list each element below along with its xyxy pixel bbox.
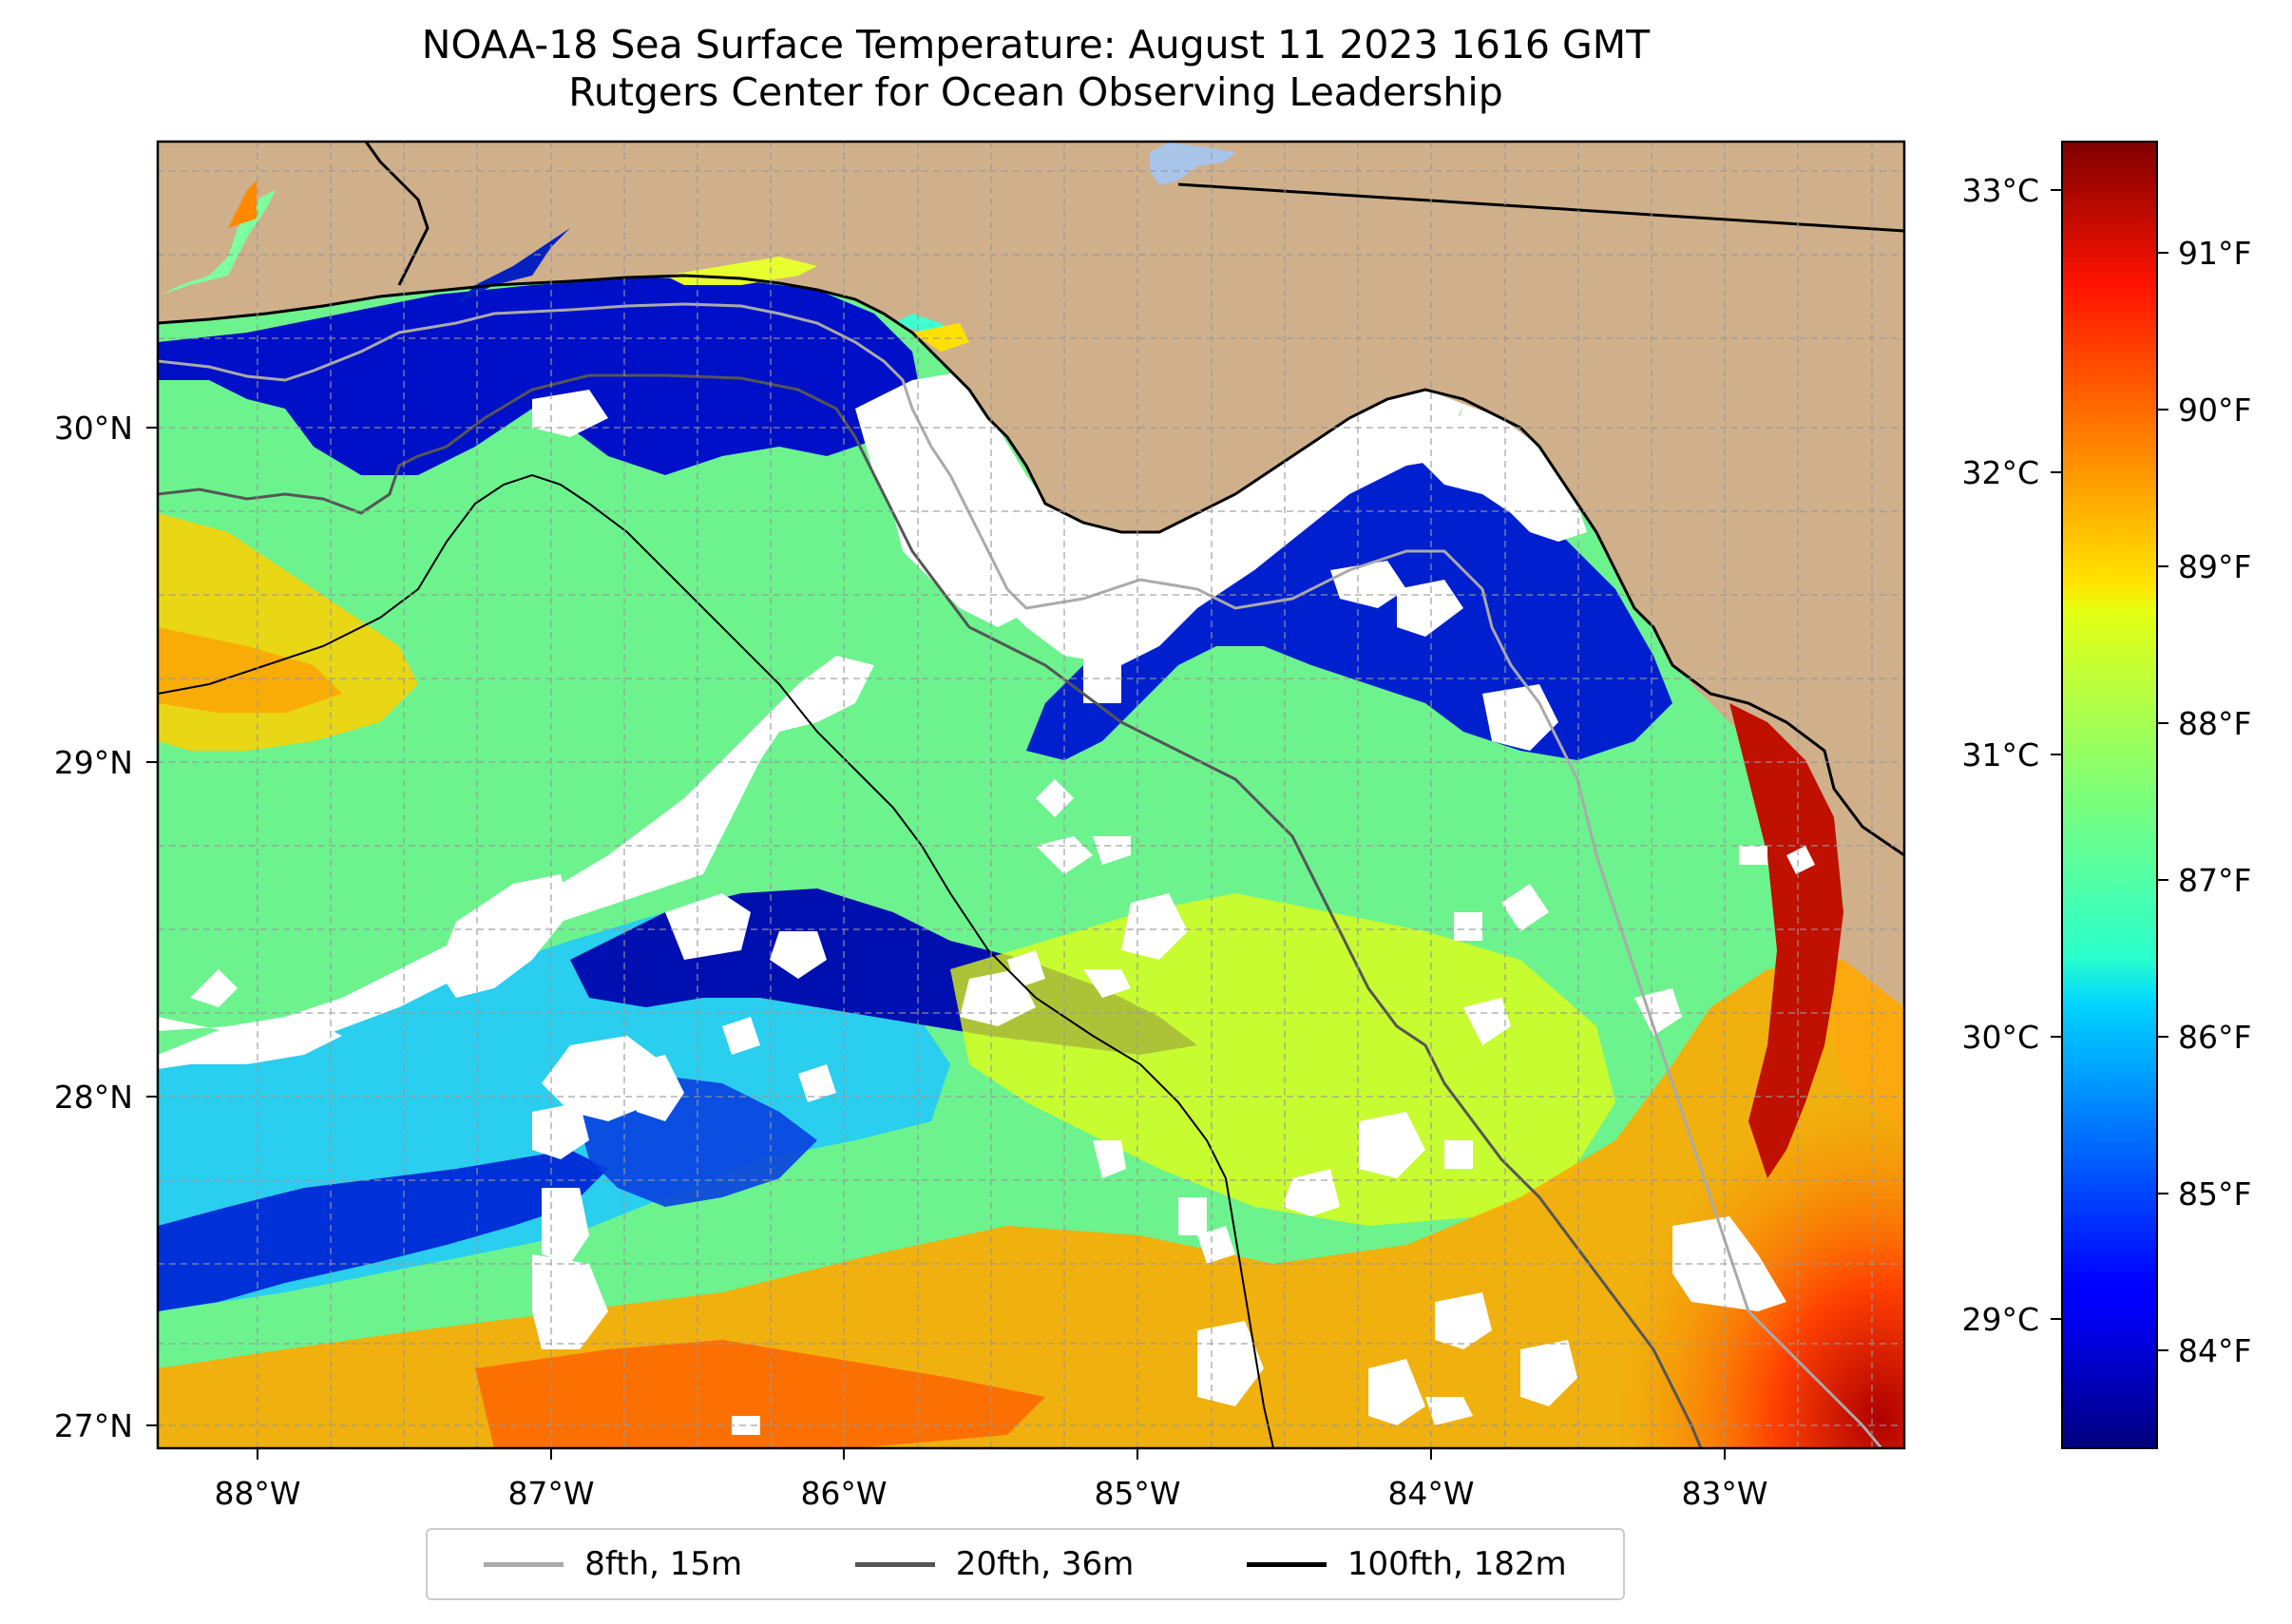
colorbar-label-89f: 89°F — [2178, 548, 2251, 585]
lon-label-85w: 85°W — [1094, 1475, 1180, 1512]
colorbar-label-85f: 85°F — [2178, 1175, 2251, 1213]
warm-south-core — [475, 1340, 1045, 1448]
coastal-no-data-east — [1454, 404, 1587, 542]
colorbar-label-90f: 90°F — [2178, 392, 2251, 429]
colorbar-label-31c: 31°C — [1961, 736, 2039, 774]
map-title: NOAA-18 Sea Surface Temperature: August … — [0, 21, 2072, 116]
lat-label-29n: 29°N — [54, 744, 133, 781]
legend-line-100fth — [1246, 1561, 1327, 1567]
lat-label-28n: 28°N — [54, 1079, 133, 1116]
colorbar — [2061, 141, 2158, 1449]
sst-map-area — [158, 142, 1904, 1448]
axis-ticks — [146, 427, 1726, 1460]
lake — [1150, 143, 1235, 185]
title-line-1: NOAA-18 Sea Surface Temperature: August … — [421, 22, 1651, 67]
graticule — [158, 142, 1904, 1448]
colorbar-label-86f: 86°F — [2178, 1019, 2251, 1056]
map-frame — [156, 140, 1906, 1450]
lon-label-83w: 83°W — [1681, 1475, 1767, 1512]
legend-label-100fth: 100fth, 182m — [1347, 1545, 1567, 1583]
lon-label-87w: 87°W — [507, 1475, 594, 1512]
legend-line-20fth — [854, 1561, 935, 1567]
legend-line-8fth — [484, 1561, 564, 1567]
contour-100fth — [158, 473, 1274, 1448]
cold-coastal-band — [158, 277, 922, 475]
coastline — [158, 274, 1904, 857]
legend-item-20fth: 20fth, 36m — [854, 1545, 1135, 1583]
colorbar-label-32c: 32°C — [1961, 454, 2039, 491]
lat-label-30n: 30°N — [54, 410, 133, 447]
state-border — [1177, 182, 1904, 233]
cold-band-west — [158, 1150, 608, 1311]
northern-coast-land — [158, 142, 1904, 855]
legend-label-8fth: 8fth, 15m — [584, 1545, 743, 1583]
lon-label-84w: 84°W — [1387, 1475, 1474, 1512]
colorbar-label-88f: 88°F — [2178, 705, 2251, 742]
title-line-2: Rutgers Center for Ocean Observing Leade… — [568, 69, 1503, 115]
coast-inland — [364, 142, 430, 286]
hot-east-coast — [1729, 703, 1843, 1178]
colorbar-fahrenheit-ticks — [2157, 252, 2168, 1351]
lat-label-27n: 27°N — [54, 1407, 133, 1444]
contour-20fth — [158, 373, 1703, 1448]
legend-item-100fth: 100fth, 182m — [1246, 1545, 1567, 1583]
colorbar-label-33c: 33°C — [1961, 172, 2039, 209]
colorbar-label-87f: 87°F — [2178, 862, 2251, 899]
colorbar-label-30c: 30°C — [1961, 1019, 2039, 1056]
lon-label-88w: 88°W — [214, 1475, 300, 1512]
depth-contour-legend: 8fth, 15m 20fth, 36m 100fth, 182m — [426, 1528, 1625, 1600]
contour-8fth — [158, 302, 1883, 1448]
coastal-no-data — [1045, 390, 1463, 618]
legend-item-8fth: 8fth, 15m — [484, 1545, 742, 1583]
lon-label-86w: 86°W — [800, 1475, 887, 1512]
colorbar-label-84f: 84°F — [2178, 1332, 2251, 1369]
colorbar-celsius-ticks — [2051, 189, 2062, 1320]
colorbar-label-91f: 91°F — [2178, 235, 2251, 272]
legend-label-20fth: 20fth, 36m — [955, 1545, 1135, 1583]
colorbar-label-29c: 29°C — [1961, 1301, 2039, 1338]
